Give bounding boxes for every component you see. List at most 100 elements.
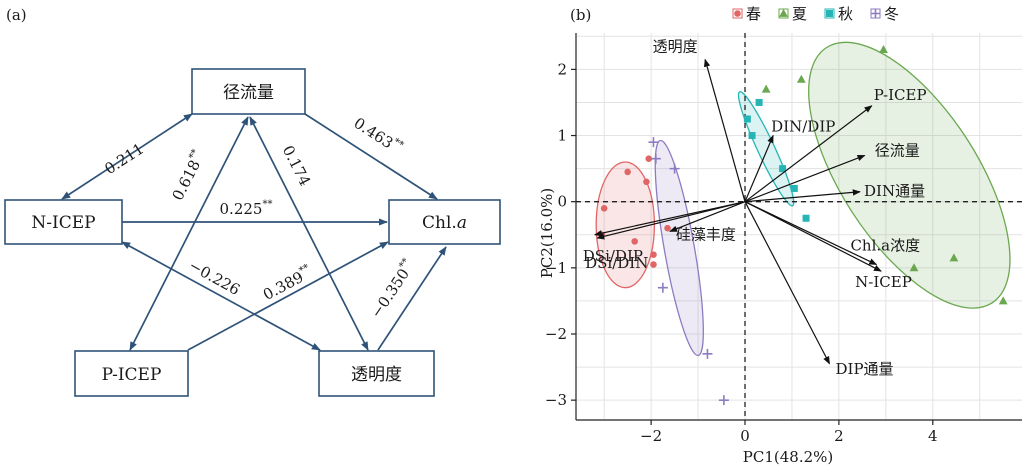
node-nicep: N-ICEP xyxy=(4,199,123,245)
legend-item-冬: 冬 xyxy=(870,5,899,23)
point-春-5 xyxy=(664,224,671,232)
point-夏-1 xyxy=(761,84,771,93)
point-秋-5 xyxy=(802,214,810,222)
panel-b-label: (b) xyxy=(570,6,591,24)
point-春-8 xyxy=(650,251,657,258)
point-夏-4 xyxy=(949,253,959,262)
y-tick-label: 1 xyxy=(557,127,567,145)
point-冬-5 xyxy=(718,395,729,406)
loading-arrow-n-icep xyxy=(744,201,882,272)
coef-runoff-transparency: 0.174 xyxy=(279,143,315,189)
loading-arrow-din通量 xyxy=(744,189,861,203)
path-diagram: (a) 径流量 N-ICEP Chl.a xyxy=(4,6,501,397)
ellipse-夏 xyxy=(808,41,1011,309)
legend-label-冬: 冬 xyxy=(884,5,899,23)
point-春-0 xyxy=(624,168,631,176)
legend: 春夏秋冬 xyxy=(732,5,899,23)
point-夏-0 xyxy=(879,44,888,53)
point-夏-5 xyxy=(998,296,1008,305)
coef-runoff-chla: 0.463** xyxy=(351,113,406,158)
ellipse-春 xyxy=(595,161,656,289)
x-tick-label: 4 xyxy=(928,427,938,445)
point-春-4 xyxy=(645,155,653,162)
loading-label-chl-a浓度: Chl.a浓度 xyxy=(850,237,920,255)
point-春-6 xyxy=(650,261,657,268)
x-tick-label: 0 xyxy=(740,427,750,445)
loading-label-硅藻丰度: 硅藻丰度 xyxy=(676,225,736,243)
y-tick-label: 0 xyxy=(557,193,567,211)
loading-label-n-icep: N-ICEP xyxy=(855,273,912,291)
ellipse-冬 xyxy=(654,139,704,357)
loading-arrow-dsi-din xyxy=(596,201,746,240)
point-冬-0 xyxy=(648,137,659,148)
legend-marker-冬 xyxy=(870,8,881,19)
loading-label-p-icep: P-ICEP xyxy=(874,86,927,104)
loading-label-dip通量: DIP通量 xyxy=(836,360,894,378)
loading-label-dsi-dip: DSi/DIP xyxy=(583,247,643,265)
ellipse-秋 xyxy=(737,91,795,207)
loading-arrow-透明度 xyxy=(703,58,746,202)
x-axis-title: PC1(48.2%) xyxy=(743,448,833,466)
legend-label-夏: 夏 xyxy=(792,5,807,23)
legend-item-春: 春 xyxy=(732,5,761,23)
coef-runoff-nicep: 0.211 xyxy=(101,140,147,178)
path-nicep-transparency xyxy=(121,241,321,351)
point-春-2 xyxy=(600,205,608,212)
legend-label-春: 春 xyxy=(746,5,761,23)
legend-marker-秋 xyxy=(826,10,833,17)
loading-vectors: 透明度 DIN/DIP P-ICEP 径流量 DIN通量 Chl.a浓度 N-ICEP DIP… xyxy=(583,37,927,377)
loading-arrow-p-icep xyxy=(744,105,873,203)
loading-label-径流量: 径流量 xyxy=(875,141,920,159)
loading-arrow-dip通量 xyxy=(744,201,831,365)
reference-lines xyxy=(576,33,1022,420)
grid xyxy=(576,33,1022,420)
y-tick-label: −2 xyxy=(545,325,567,343)
node-picep: P-ICEP xyxy=(74,350,189,397)
node-runoff: 径流量 xyxy=(191,68,306,115)
path-picep-chla xyxy=(187,241,389,351)
loading-label-din-dip: DIN/DIP xyxy=(771,118,835,136)
legend-label-秋: 秋 xyxy=(838,5,853,23)
node-nicep-label: N-ICEP xyxy=(31,213,95,233)
loading-label-透明度: 透明度 xyxy=(653,37,698,55)
y-tick-label: −3 xyxy=(545,391,567,409)
pca-biplot: (b) 春 夏 秋 冬 透明度 DIN/DIP P-ICEP 径流量 DIN通量 Chl.a浓度… xyxy=(538,5,1022,466)
point-夏-3 xyxy=(909,263,919,272)
loading-arrow-硅藻丰度 xyxy=(669,201,746,233)
loading-label-dsi-din: DSi/DIN xyxy=(585,254,648,272)
path-transparency-chla xyxy=(377,246,447,351)
loading-label-din通量: DIN通量 xyxy=(864,182,925,200)
legend-item-秋: 秋 xyxy=(824,5,853,23)
path-arrows xyxy=(61,113,447,351)
point-夏-2 xyxy=(796,74,806,83)
loading-arrow-chl-a浓度 xyxy=(744,201,878,266)
x-tick-label: 2 xyxy=(834,427,844,445)
path-runoff-transparency xyxy=(249,116,369,351)
coef-runoff-picep: 0.618** xyxy=(168,148,209,204)
coef-picep-chla: 0.389** xyxy=(260,262,316,304)
coef-nicep-chla: 0.225** xyxy=(220,199,273,218)
node-transparency: 透明度 xyxy=(318,350,435,397)
loading-arrow-din-dip xyxy=(744,134,774,202)
node-runoff-label: 径流量 xyxy=(223,83,274,103)
point-冬-4 xyxy=(702,348,713,359)
node-transparency-label: 透明度 xyxy=(351,365,402,385)
coef-transparency-chla: −0.350** xyxy=(366,256,418,321)
node-chla: Chl.a xyxy=(388,199,501,245)
loading-arrow-径流量 xyxy=(744,154,866,203)
node-picep-label: P-ICEP xyxy=(102,365,162,385)
legend-marker-春 xyxy=(734,10,741,17)
y-axis-title: PC2(16.0%) xyxy=(538,188,556,278)
loading-arrow-dsi-dip xyxy=(593,201,746,237)
confidence-ellipses xyxy=(595,41,1011,357)
point-春-7 xyxy=(631,238,638,245)
axes: −2 0 2 4 −3 −2 −1 0 1 2 xyxy=(545,33,1022,445)
point-秋-2 xyxy=(748,132,756,140)
point-秋-4 xyxy=(790,184,798,192)
point-秋-3 xyxy=(779,165,787,173)
point-秋-0 xyxy=(743,115,751,123)
point-冬-1 xyxy=(650,153,661,164)
panel-a-label: (a) xyxy=(6,6,27,24)
legend-marker-夏 xyxy=(779,8,788,17)
